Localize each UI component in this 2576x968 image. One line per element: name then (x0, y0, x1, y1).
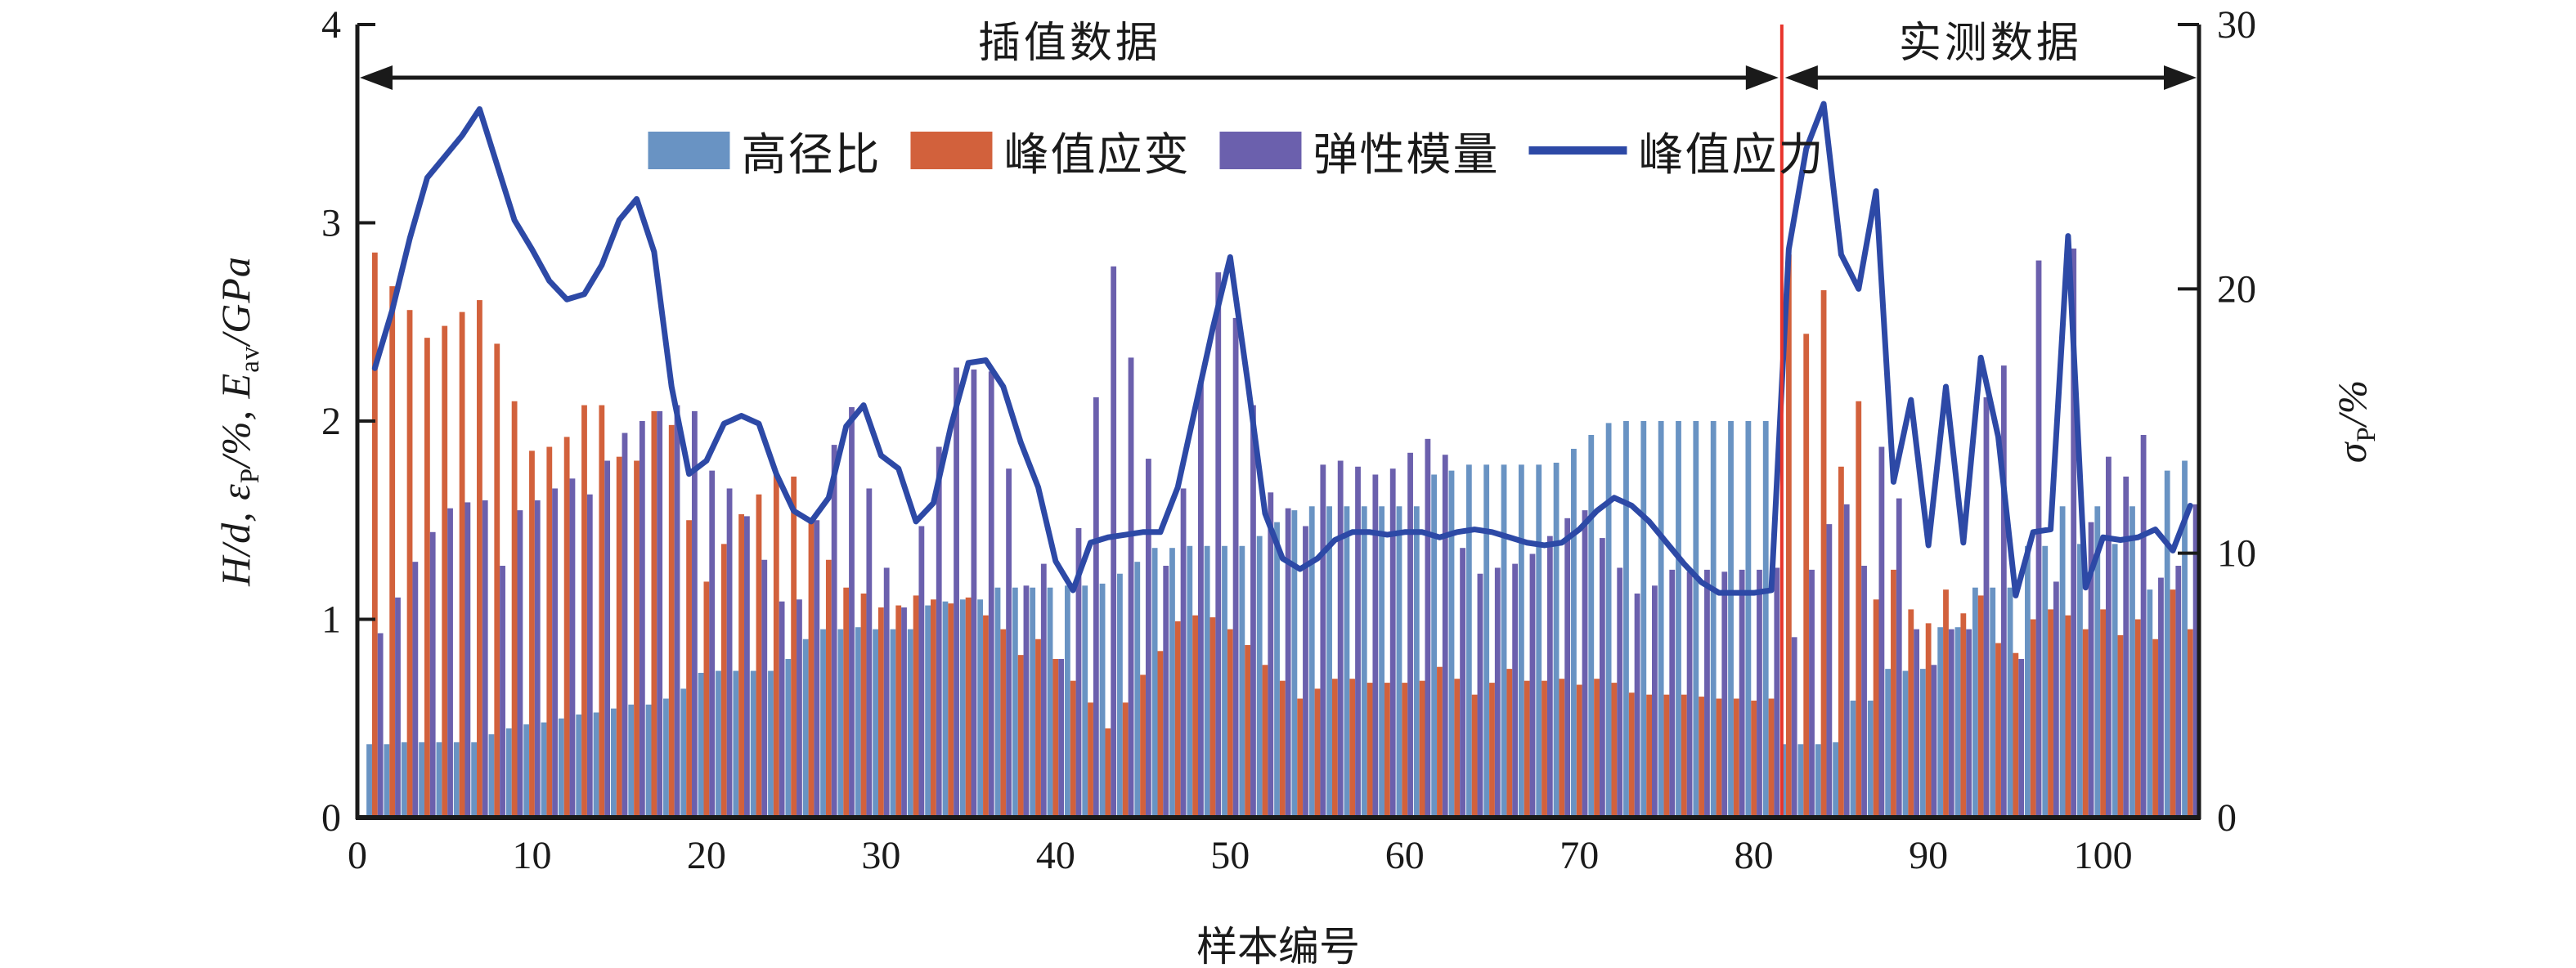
y-axis-title-right: σP/% (2329, 379, 2381, 464)
svg-text:4: 4 (321, 3, 341, 47)
axes (355, 23, 2201, 820)
svg-text:50: 50 (1210, 834, 1250, 877)
legend-item-height-diameter-ratio: 高径比 (648, 118, 881, 183)
svg-text:0: 0 (2217, 796, 2237, 840)
bars-peak-strain (371, 252, 2193, 818)
svg-text:70: 70 (1560, 834, 1599, 877)
legend-line-sample (1528, 146, 1627, 155)
svg-text:2: 2 (321, 400, 341, 443)
svg-text:10: 10 (2217, 532, 2256, 576)
svg-text:30: 30 (2217, 3, 2256, 47)
legend-label: 高径比 (741, 130, 882, 180)
svg-text:3: 3 (321, 202, 341, 245)
legend-swatch-orange (910, 132, 993, 169)
legend-item-elastic-modulus: 弹性模量 (1219, 118, 1500, 183)
svg-text:1: 1 (321, 598, 341, 642)
legend-label: 峰值应力 (1638, 130, 1825, 180)
svg-text:0: 0 (321, 796, 341, 840)
x-axis-title: 样本编号 (1196, 924, 1360, 968)
legend-label: 弹性模量 (1313, 130, 1500, 180)
legend-swatch-blue (648, 132, 730, 169)
legend-label: 峰值应变 (1003, 130, 1191, 180)
annotation-measured-data: 实测数据 (1898, 20, 2082, 67)
legend-item-peak-strain: 峰值应变 (910, 118, 1190, 183)
bars-height-diameter-ratio (366, 421, 2188, 818)
svg-text:20: 20 (2217, 267, 2256, 311)
legend: 高径比 峰值应变 弹性模量 峰值应力 (648, 118, 1824, 183)
svg-text:10: 10 (512, 834, 551, 877)
svg-text:40: 40 (1036, 834, 1075, 877)
peak-stress-line (371, 101, 2193, 598)
bars-elastic-modulus (377, 249, 2199, 818)
annotation-interpolated-data: 插值数据 (977, 20, 1161, 67)
y-axis-title-left: H/d, εP/%, Eav/GPa (213, 256, 265, 586)
svg-text:90: 90 (1909, 834, 1948, 877)
region-extent-arrows (360, 65, 2197, 90)
legend-swatch-purple (1219, 132, 1302, 169)
svg-text:0: 0 (348, 834, 367, 877)
svg-text:20: 20 (687, 834, 726, 877)
svg-text:80: 80 (1735, 834, 1774, 877)
legend-item-peak-stress: 峰值应力 (1528, 118, 1825, 183)
svg-text:100: 100 (2074, 834, 2133, 877)
svg-text:60: 60 (1385, 834, 1425, 877)
svg-text:30: 30 (861, 834, 900, 877)
